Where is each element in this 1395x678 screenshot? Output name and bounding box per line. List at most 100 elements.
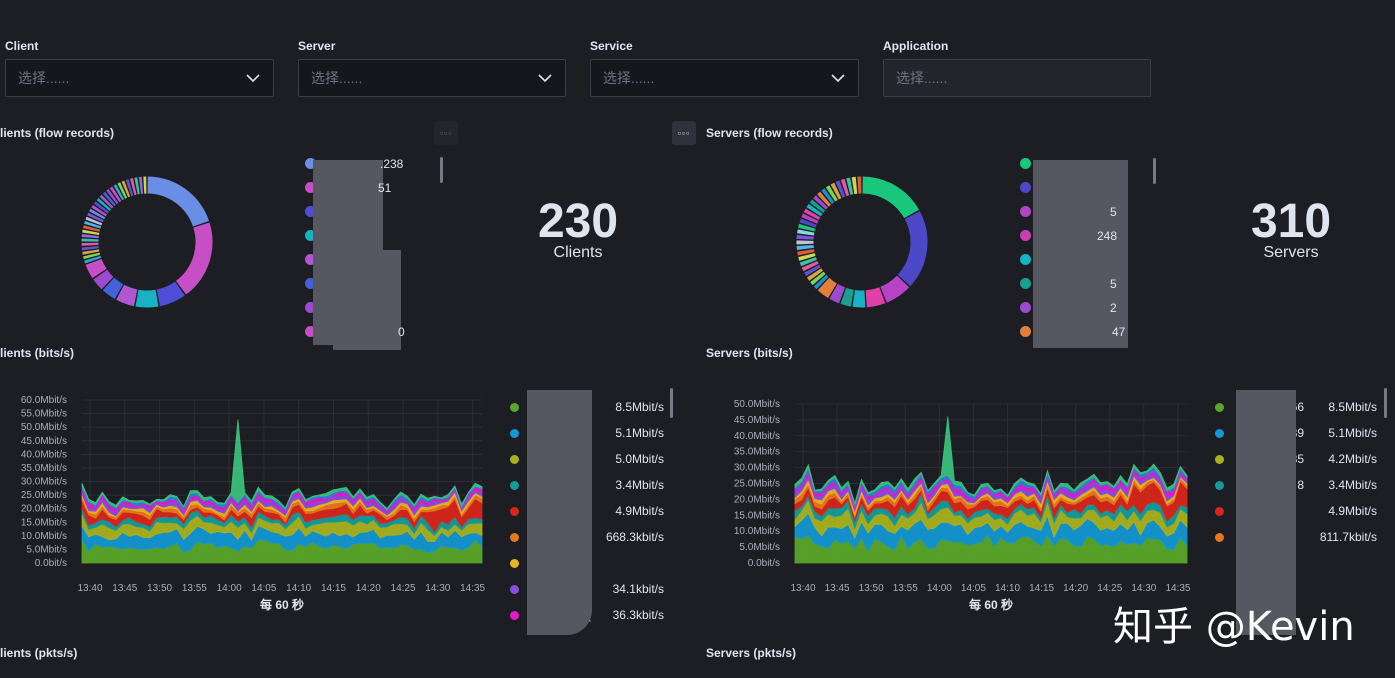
more-icon: ▫▫▫ bbox=[677, 128, 691, 138]
legend-color-dot bbox=[305, 206, 316, 217]
legend-item[interactable] bbox=[1020, 182, 1031, 193]
donut-slice bbox=[106, 188, 119, 205]
donut-slice bbox=[806, 268, 823, 281]
clients-bits-legend: 88.5Mbit/s5.1Mbit/s5.0Mbit/s3.4Mbit/s4.9… bbox=[505, 390, 675, 630]
legend-item[interactable] bbox=[305, 182, 316, 193]
y-tick-label: 35.0Mbit/s bbox=[21, 463, 67, 474]
y-tick-label: 0.0bit/s bbox=[748, 558, 780, 569]
legend-item[interactable] bbox=[1020, 254, 1031, 265]
legend-item[interactable] bbox=[305, 326, 316, 337]
y-tick-label: 25.0Mbit/s bbox=[21, 490, 67, 501]
y-tick-label: 5.0Mbit/s bbox=[739, 542, 780, 553]
x-tick-label: 14:05 bbox=[251, 583, 276, 594]
donut-slice bbox=[91, 204, 108, 217]
legend-scrollbar[interactable] bbox=[670, 388, 673, 418]
donut-slice bbox=[156, 281, 185, 307]
donut-slice bbox=[840, 178, 850, 197]
donut-slice bbox=[829, 283, 846, 304]
x-tick-label: 14:15 bbox=[321, 583, 346, 594]
legend-item[interactable] bbox=[1020, 158, 1031, 169]
donut-slice bbox=[135, 289, 159, 308]
donut-slice bbox=[116, 284, 138, 307]
legend-partial-text: 51 bbox=[378, 181, 392, 195]
application-input[interactable]: 选择...... bbox=[883, 59, 1151, 97]
y-tick-label: 20.0Mbit/s bbox=[21, 504, 67, 515]
y-tick-label: 30.0Mbit/s bbox=[734, 463, 780, 474]
legend-item[interactable] bbox=[1020, 230, 1031, 241]
legend-color-dot bbox=[1020, 182, 1031, 193]
panel-menu-button[interactable]: ▫▫▫ bbox=[434, 121, 458, 145]
x-tick-label: 13:55 bbox=[893, 583, 918, 594]
server-select[interactable]: 选择...... bbox=[298, 59, 566, 97]
legend-scrollbar[interactable] bbox=[1153, 158, 1156, 184]
legend-item[interactable] bbox=[1020, 302, 1031, 313]
x-tick-label: 13:50 bbox=[147, 583, 172, 594]
y-tick-label: 45.0Mbit/s bbox=[734, 415, 780, 426]
legend-scrollbar[interactable] bbox=[440, 157, 443, 183]
donut-slice bbox=[147, 176, 210, 227]
legend-color-dot bbox=[510, 403, 519, 412]
more-icon: ▫▫▫ bbox=[439, 128, 453, 138]
donut-slice bbox=[806, 203, 823, 217]
legend-item[interactable] bbox=[1020, 326, 1031, 337]
donut-slice bbox=[175, 222, 213, 295]
y-tick-label: 0.0bit/s bbox=[35, 558, 67, 569]
legend-item[interactable] bbox=[305, 230, 316, 241]
legend-item[interactable] bbox=[305, 254, 316, 265]
legend-color-dot bbox=[1215, 481, 1224, 490]
donut-slice bbox=[102, 191, 116, 207]
y-tick-label: 30.0Mbit/s bbox=[21, 477, 67, 488]
legend-color-dot bbox=[510, 585, 519, 594]
servers-flow-legend bbox=[1015, 150, 1155, 345]
panel-menu-button[interactable]: ▫▫▫ bbox=[672, 121, 696, 145]
x-axis-label: 每 60 秒 bbox=[969, 597, 1013, 612]
y-tick-label: 15.0Mbit/s bbox=[734, 510, 780, 521]
clients-bits-chart: 60.0Mbit/s 55.0Mbit/s 50.0Mbit/s 45.0Mbit/s… bbox=[21, 395, 486, 612]
y-tick-label: 50.0Mbit/s bbox=[21, 422, 67, 433]
legend-item[interactable] bbox=[305, 278, 316, 289]
donut-slice bbox=[798, 253, 816, 261]
service-select[interactable]: 选择...... bbox=[590, 59, 859, 97]
legend-color-dot bbox=[1020, 158, 1031, 169]
legend-color-dot bbox=[1020, 278, 1031, 289]
clients-flow-legend bbox=[300, 150, 440, 345]
client-select[interactable]: 选择...... bbox=[5, 59, 274, 97]
legend-item[interactable] bbox=[305, 302, 316, 313]
legend-partial-text: .238 bbox=[380, 157, 404, 171]
legend-partial-text: 5 bbox=[1110, 205, 1117, 219]
legend-item[interactable] bbox=[1020, 278, 1031, 289]
servers-flow-title: Servers (flow records) bbox=[706, 126, 833, 140]
legend-item[interactable] bbox=[1020, 206, 1031, 217]
legend-color-dot bbox=[510, 611, 519, 620]
legend-item[interactable] bbox=[305, 158, 316, 169]
legend-item[interactable] bbox=[305, 206, 316, 217]
donut-slice bbox=[85, 258, 107, 279]
servers-bits-title: Servers (bits/s) bbox=[706, 346, 793, 360]
servers-donut-chart bbox=[796, 176, 928, 308]
donut-slice bbox=[93, 201, 109, 214]
chevron-down-icon bbox=[831, 74, 845, 83]
legend-scrollbar[interactable] bbox=[1384, 388, 1387, 418]
legend-partial-text: 5 bbox=[1110, 277, 1117, 291]
y-tick-label: 10.0Mbit/s bbox=[734, 526, 780, 537]
donut-slice bbox=[809, 199, 826, 213]
donut-slice bbox=[82, 225, 101, 232]
x-tick-label: 14:10 bbox=[286, 583, 311, 594]
x-tick-label: 14:00 bbox=[927, 583, 952, 594]
x-tick-label: 14:20 bbox=[1063, 583, 1088, 594]
legend-value: 3.4Mbit/s bbox=[1328, 478, 1377, 492]
donut-slice bbox=[117, 182, 128, 199]
x-tick-label: 14:25 bbox=[1097, 583, 1122, 594]
y-tick-label: 25.0Mbit/s bbox=[734, 479, 780, 490]
donut-slice bbox=[109, 186, 122, 203]
donut-slice bbox=[130, 178, 137, 196]
donut-slice bbox=[803, 208, 821, 220]
legend-value: 36.3kbit/s bbox=[612, 608, 664, 622]
x-tick-label: 13:55 bbox=[182, 583, 207, 594]
y-tick-label: 50.0Mbit/s bbox=[734, 399, 780, 410]
service-select-placeholder: 选择...... bbox=[603, 70, 655, 86]
y-tick-label: 5.0Mbit/s bbox=[26, 544, 67, 555]
clients-count-label: Clients bbox=[553, 244, 603, 261]
clients-count: 230 bbox=[537, 195, 619, 248]
donut-slice bbox=[830, 182, 842, 200]
